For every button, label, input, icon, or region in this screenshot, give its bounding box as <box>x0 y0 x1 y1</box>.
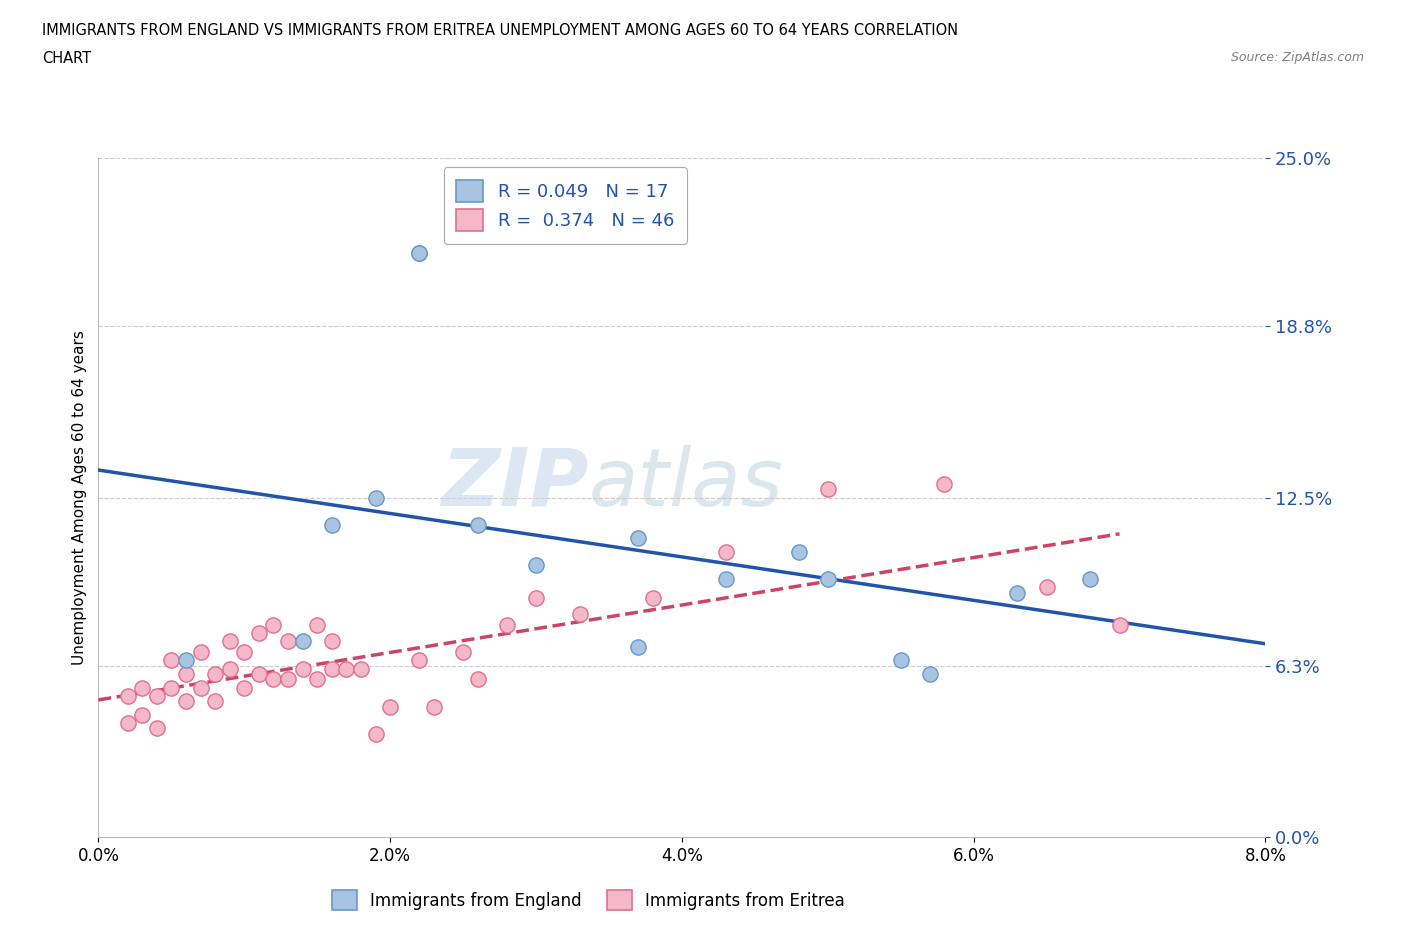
Point <box>204 667 226 682</box>
Point <box>262 618 284 632</box>
Point <box>817 572 839 587</box>
Point <box>1007 585 1029 600</box>
Point <box>321 517 343 532</box>
Point <box>496 618 519 632</box>
Text: CHART: CHART <box>42 51 91 66</box>
Point <box>174 653 197 668</box>
Point <box>247 626 270 641</box>
Point <box>277 672 299 687</box>
Point <box>714 544 737 559</box>
Point <box>233 644 256 659</box>
Point <box>277 634 299 649</box>
Point <box>174 694 197 709</box>
Text: ZIP: ZIP <box>441 445 589 523</box>
Point <box>160 653 183 668</box>
Point <box>364 726 387 741</box>
Point <box>641 591 664 605</box>
Point <box>117 715 139 730</box>
Point <box>408 246 430 260</box>
Point <box>787 544 810 559</box>
Point <box>218 634 240 649</box>
Point <box>262 672 284 687</box>
Point <box>321 634 343 649</box>
Point <box>160 680 183 695</box>
Point <box>291 634 314 649</box>
Point <box>467 517 489 532</box>
Point <box>408 653 430 668</box>
Point <box>934 476 956 491</box>
Point <box>233 680 256 695</box>
Point <box>321 661 343 676</box>
Point <box>1035 579 1057 594</box>
Point <box>307 618 329 632</box>
Point <box>714 572 737 587</box>
Point <box>146 688 169 703</box>
Text: atlas: atlas <box>589 445 783 523</box>
Point <box>408 246 430 260</box>
Point <box>131 680 153 695</box>
Text: Source: ZipAtlas.com: Source: ZipAtlas.com <box>1230 51 1364 64</box>
Y-axis label: Unemployment Among Ages 60 to 64 years: Unemployment Among Ages 60 to 64 years <box>72 330 87 665</box>
Point <box>247 667 270 682</box>
Point <box>817 482 839 497</box>
Point <box>451 644 474 659</box>
Point <box>174 667 197 682</box>
Legend: Immigrants from England, Immigrants from Eritrea: Immigrants from England, Immigrants from… <box>325 884 852 917</box>
Point <box>1108 618 1130 632</box>
Point <box>890 653 912 668</box>
Point <box>335 661 357 676</box>
Point <box>568 607 591 622</box>
Text: IMMIGRANTS FROM ENGLAND VS IMMIGRANTS FROM ERITREA UNEMPLOYMENT AMONG AGES 60 TO: IMMIGRANTS FROM ENGLAND VS IMMIGRANTS FR… <box>42 23 959 38</box>
Point <box>524 591 547 605</box>
Point <box>350 661 373 676</box>
Point <box>291 661 314 676</box>
Point <box>627 640 650 655</box>
Point <box>524 558 547 573</box>
Point <box>423 699 446 714</box>
Point <box>627 531 650 546</box>
Point <box>307 672 329 687</box>
Point <box>190 680 212 695</box>
Point <box>467 672 489 687</box>
Point <box>204 694 226 709</box>
Point <box>190 644 212 659</box>
Point <box>218 661 240 676</box>
Point <box>918 667 941 682</box>
Point <box>1080 572 1102 587</box>
Point <box>146 721 169 736</box>
Point <box>117 688 139 703</box>
Point <box>378 699 402 714</box>
Point <box>131 708 153 723</box>
Point <box>364 490 387 505</box>
